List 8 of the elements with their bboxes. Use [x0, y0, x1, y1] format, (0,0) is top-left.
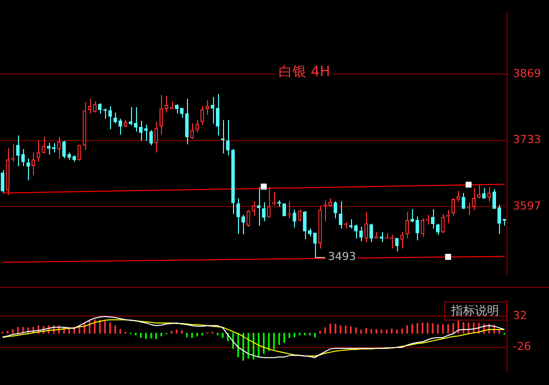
- y-tick-label: -26: [513, 340, 531, 354]
- annotation: 3493: [328, 250, 356, 264]
- y-tick-label: 3733: [513, 133, 541, 146]
- text: 白银 4H: [278, 64, 330, 80]
- y-tick-label: 32: [513, 308, 527, 322]
- annotation: 指标说明: [450, 304, 499, 318]
- y-tick-label: 3597: [513, 199, 541, 212]
- y-tick-label: 3869: [513, 66, 541, 80]
